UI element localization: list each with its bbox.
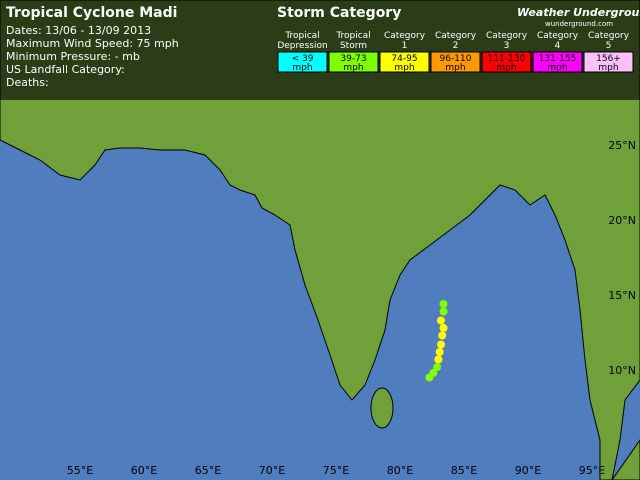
legend-range: 111-130 [488,54,526,64]
track-point [433,363,442,371]
lon-label: 55°E [67,464,93,477]
lon-label: 80°E [387,464,413,477]
lon-label: 65°E [195,464,221,477]
legend-name: Storm [340,41,367,51]
track-point [435,348,444,356]
legend-range: mph [292,63,312,73]
legend-range: mph [496,63,516,73]
legend-range: mph [547,63,567,73]
legend-range: 39-73 [340,54,366,64]
legend-swatch [430,51,481,73]
track-point [436,316,445,325]
track-point [438,331,447,340]
lon-label: 60°E [131,464,157,477]
info-line: US Landfall Category: [6,63,125,76]
title: Tropical Cyclone Madi [6,5,177,21]
lat-label: 10°N [608,364,636,377]
lon-label: 90°E [515,464,541,477]
legend-name: 3 [504,41,510,51]
header-panel [0,0,640,100]
legend-name: Depression [277,41,327,51]
lon-label: 70°E [259,464,285,477]
track-point [439,307,448,316]
legend-range: mph [343,63,363,73]
lon-label: 85°E [451,464,477,477]
lon-label: 75°E [323,464,349,477]
legend-swatch [583,51,634,73]
legend-range: 96-110 [440,54,472,64]
info-line: Minimum Pressure: - mb [6,50,140,63]
info-line: Deaths: [6,76,49,89]
legend-range: 131-155 [539,54,577,64]
legend-title: Storm Category [277,5,401,21]
legend-name: 5 [606,41,612,51]
info-line: Dates: 13/06 - 13/09 2013 [6,24,151,37]
track-point [434,355,443,364]
track-point [439,300,448,308]
legend-name: Tropical [284,31,319,41]
legend-name: 2 [453,41,459,51]
sri-lanka [370,387,394,429]
legend-name: 4 [555,41,561,51]
logo-name: Weather Underground [517,6,640,19]
legend-name: Category [588,31,630,41]
legend-name: 1 [402,41,408,51]
legend-range: mph [598,63,618,73]
legend-name: Category [486,31,528,41]
legend-name: Tropical [335,31,370,41]
lat-label: 15°N [608,289,636,302]
legend-name: Category [537,31,579,41]
legend-swatch [328,51,379,73]
lat-label: 20°N [608,214,636,227]
legend-range: < 39 [292,54,314,64]
track-point [439,324,448,332]
lon-label: 95°E [579,464,605,477]
lat-label: 25°N [608,139,636,152]
info-line: Maximum Wind Speed: 75 mph [6,37,179,50]
legend-swatch [277,51,328,73]
legend-range: mph [394,63,414,73]
legend-range: 74-95 [391,54,417,64]
legend-range: 156+ [596,54,621,64]
logo-site: wunderground.com [545,20,613,28]
track-point [436,340,445,349]
legend-range: mph [445,63,465,73]
legend-name: Category [384,31,426,41]
track-point [425,373,434,382]
legend-swatch [481,51,532,73]
legend-swatch [379,51,430,73]
legend-swatch [532,51,583,73]
legend-name: Category [435,31,477,41]
sumatra [611,439,640,480]
